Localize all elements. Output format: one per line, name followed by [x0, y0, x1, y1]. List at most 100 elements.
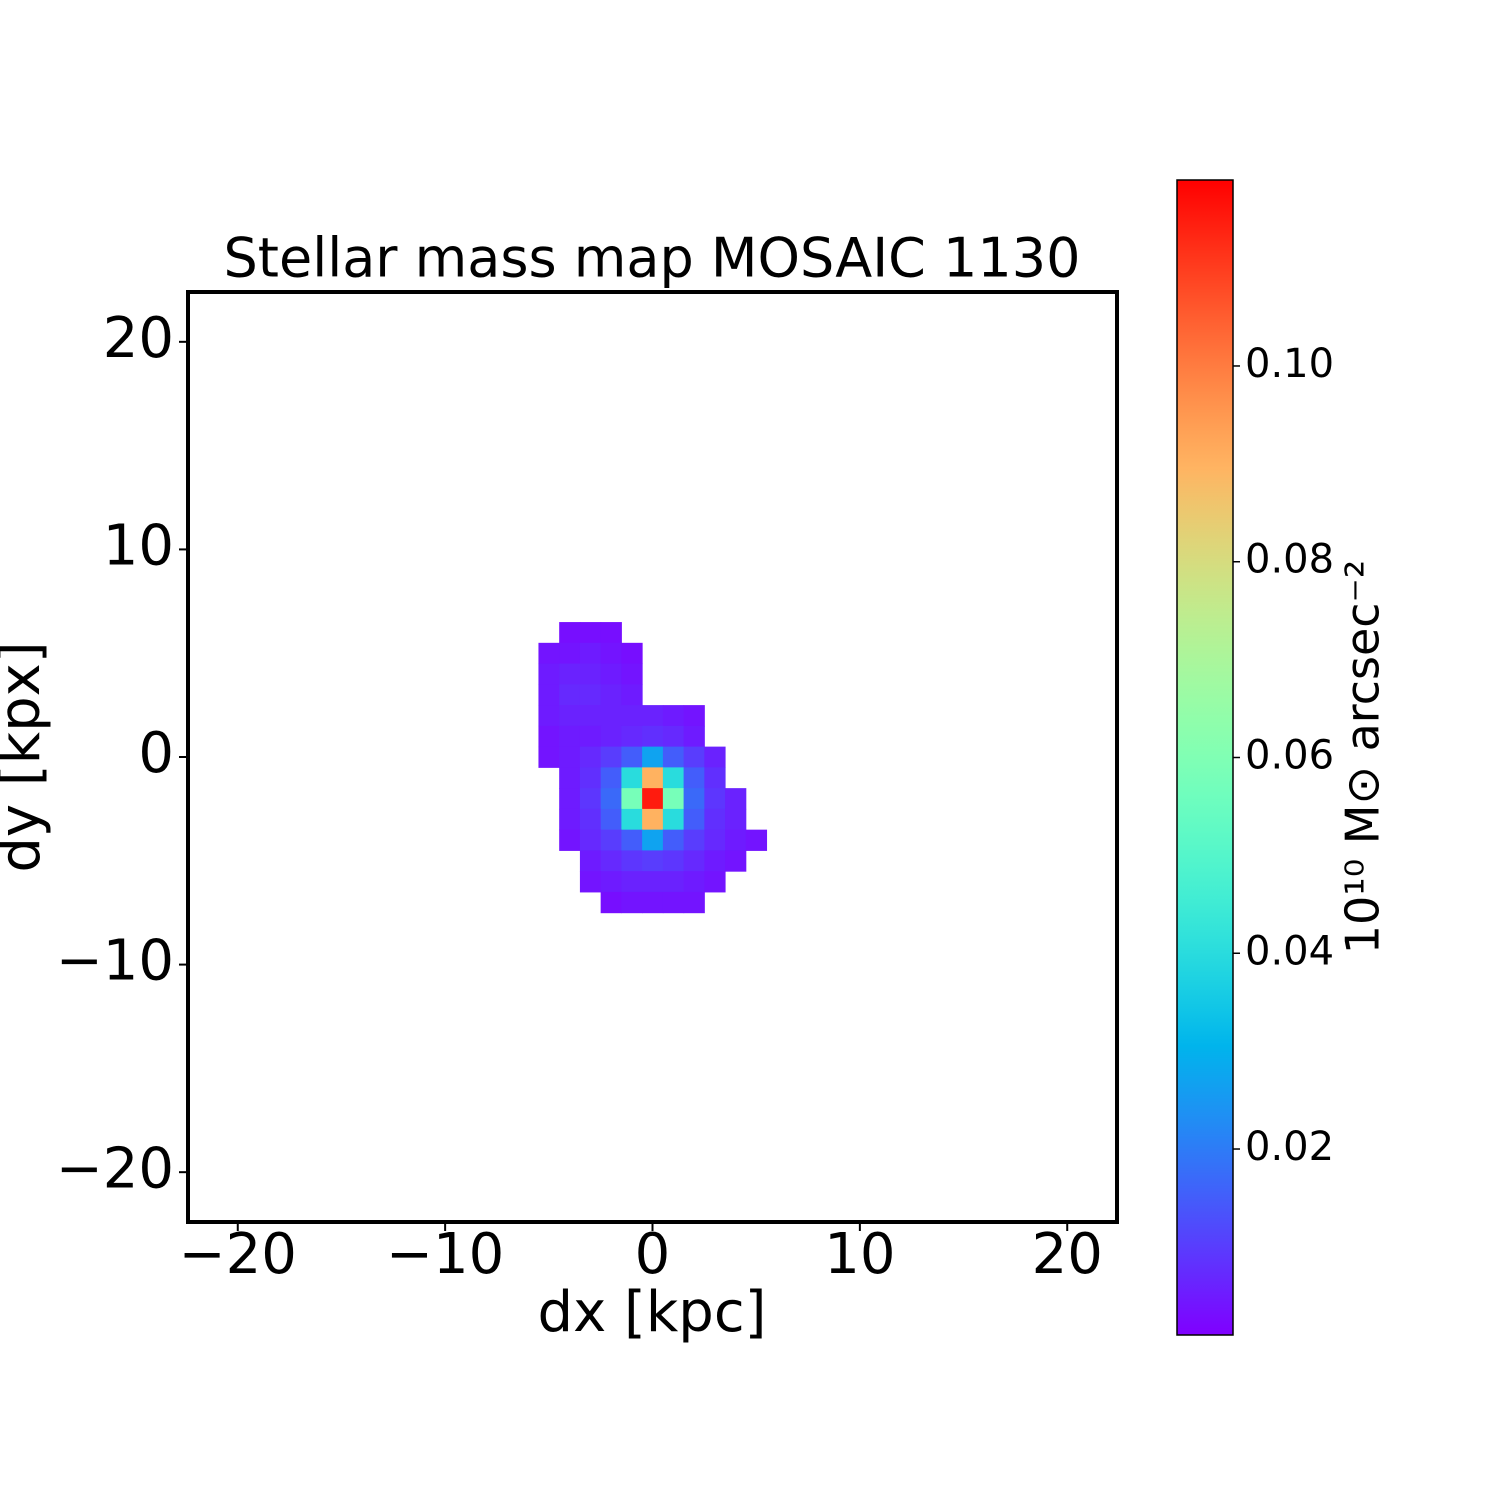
colorbar-tick-label: 0.02 [1245, 1124, 1334, 1170]
cell [621, 725, 643, 748]
colorbar-tick-label: 0.04 [1245, 928, 1334, 974]
cell [579, 788, 602, 810]
cell [600, 850, 622, 872]
cell [538, 642, 560, 665]
cell [642, 808, 664, 831]
chart-title: Stellar mass map MOSAIC 1130 [224, 227, 1081, 290]
cell [704, 746, 726, 768]
cell [600, 684, 622, 706]
cell [621, 829, 643, 851]
cell [600, 705, 622, 727]
cell [642, 850, 664, 872]
cell [642, 767, 664, 789]
cell [579, 622, 602, 644]
cell [662, 871, 685, 893]
cell [662, 705, 685, 727]
y-tick-label: −20 [56, 1136, 174, 1201]
cell [559, 829, 581, 851]
cell [642, 788, 664, 810]
cell [538, 746, 560, 768]
cell [662, 850, 685, 872]
cell [600, 808, 622, 831]
cell [600, 891, 622, 914]
y-tick-label: 20 [103, 306, 174, 371]
cell [704, 767, 726, 789]
cell [579, 663, 602, 685]
cell [538, 725, 560, 748]
cell [621, 788, 643, 810]
colorbar-tick-label: 0.10 [1245, 341, 1334, 387]
cell [662, 891, 685, 914]
cell [559, 725, 581, 748]
cell [704, 871, 726, 893]
cell [600, 642, 622, 665]
cell [683, 788, 705, 810]
cell [559, 705, 581, 727]
cell [600, 663, 622, 685]
cell [642, 725, 664, 748]
cell [662, 788, 685, 810]
cell [559, 684, 581, 706]
cell [642, 891, 664, 914]
y-tick-label: 10 [103, 514, 174, 579]
cell [683, 829, 705, 851]
cell [642, 746, 664, 768]
x-tick-label: 20 [1032, 1222, 1103, 1287]
cell [683, 767, 705, 789]
cell [600, 871, 622, 893]
cell [621, 746, 643, 768]
cell [579, 746, 602, 768]
colorbar-tick-label: 0.08 [1245, 537, 1334, 583]
cell [579, 642, 602, 665]
cell [621, 850, 643, 872]
colorbar [1176, 179, 1234, 1336]
cell [559, 622, 581, 644]
cell [704, 829, 726, 851]
cell [600, 622, 622, 644]
cell [662, 725, 685, 748]
image [538, 622, 768, 914]
y-tick-label: 0 [138, 721, 174, 786]
y-axis-label: dy [kpx] [0, 641, 53, 872]
cell [621, 808, 643, 831]
cell [579, 829, 602, 851]
cell [579, 725, 602, 748]
cell [559, 788, 581, 810]
x-tick-label: 0 [635, 1222, 671, 1287]
cell [683, 746, 705, 768]
cell [683, 705, 705, 727]
cell [725, 808, 747, 831]
cell [621, 642, 643, 665]
cell [559, 642, 581, 665]
cell [621, 705, 643, 727]
cell [579, 705, 602, 727]
cell [559, 767, 581, 789]
cell [662, 746, 685, 768]
cell [725, 788, 747, 810]
cell [600, 788, 622, 810]
cell [559, 808, 581, 831]
cell [538, 684, 560, 706]
colorbar-tick-label: 0.06 [1245, 733, 1334, 779]
x-tick-label: −10 [386, 1222, 504, 1287]
cell [745, 829, 768, 851]
x-tick-label: −20 [179, 1222, 297, 1287]
cell [600, 829, 622, 851]
cell [538, 663, 560, 685]
cell [538, 705, 560, 727]
cell [579, 850, 602, 872]
cell [600, 767, 622, 789]
colorbar-label: 10¹⁰ M⊙ arcsec⁻² [1336, 560, 1390, 955]
y-tick-label: −10 [56, 929, 174, 994]
cell [683, 725, 705, 748]
cell [621, 767, 643, 789]
cell [662, 808, 685, 831]
cell [662, 767, 685, 789]
x-axis-label: dx [kpc] [538, 1280, 767, 1345]
cell [725, 829, 747, 851]
cell [683, 871, 705, 893]
cell [621, 871, 643, 893]
cell [621, 891, 643, 914]
cell [559, 746, 581, 768]
